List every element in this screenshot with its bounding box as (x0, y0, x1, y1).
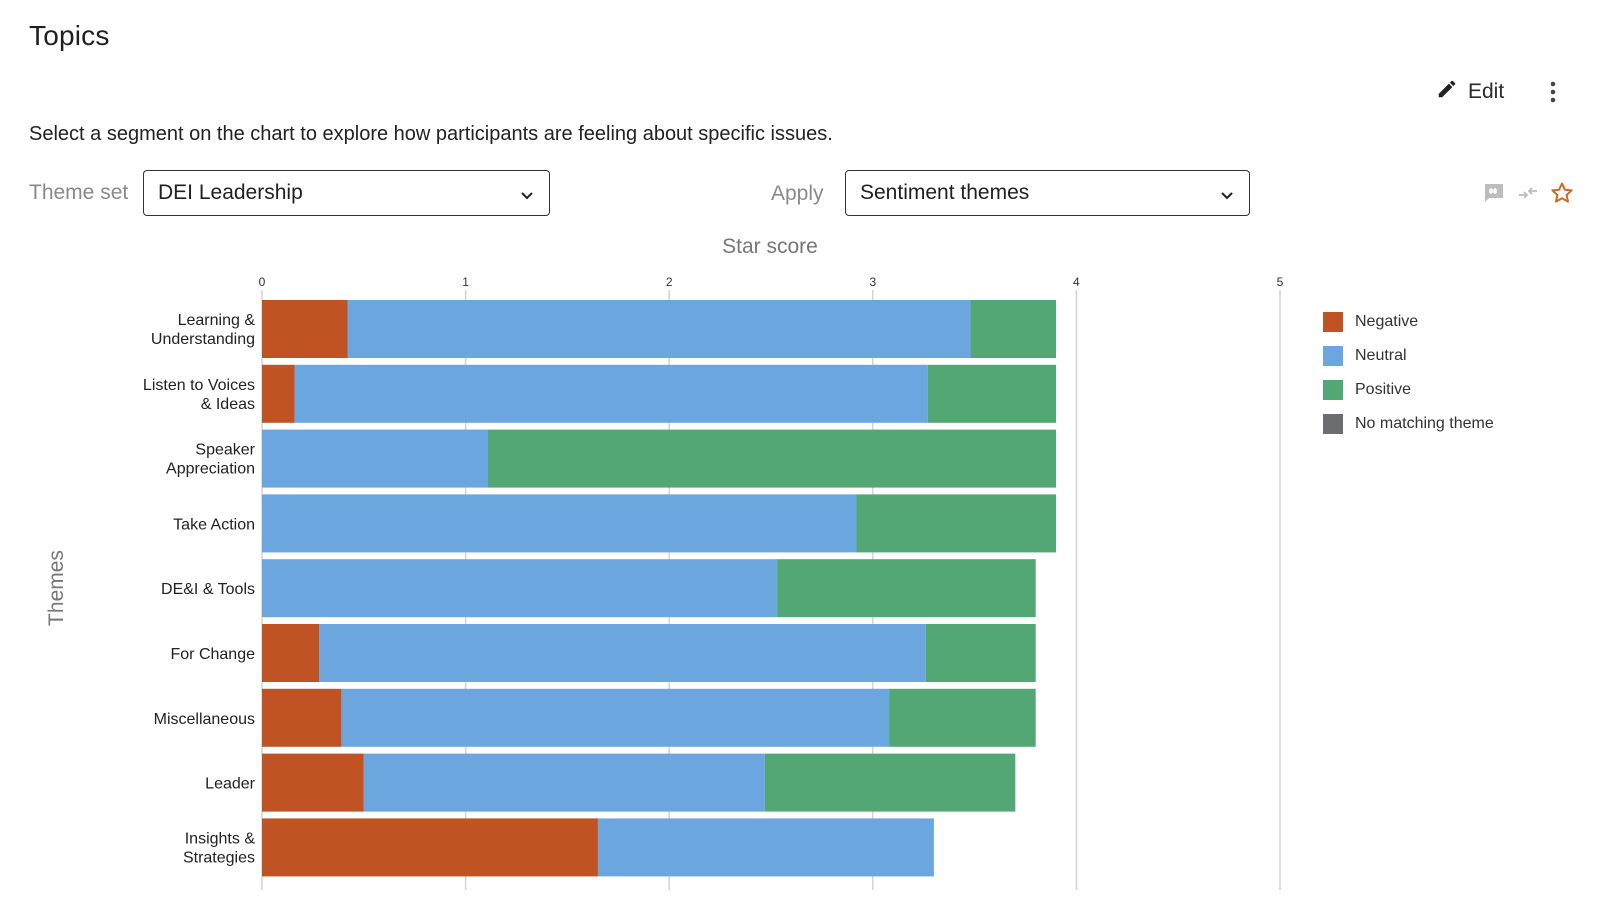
bar-segment-neutral[interactable] (597, 818, 934, 877)
bar-segment-positive[interactable] (925, 624, 1036, 682)
chart-toolbar (1482, 181, 1574, 205)
y-tick-label: Learning & Understanding (151, 312, 255, 348)
chevron-down-icon (519, 185, 535, 201)
bar-segment-negative[interactable] (262, 364, 295, 423)
bar-segment-negative[interactable] (262, 624, 320, 682)
x-tick-label: 3 (869, 275, 876, 289)
star-score-chart: Star score Themes 0 1 2 3 4 5 Learning & Understa… (0, 230, 1600, 892)
bar-segment-positive[interactable] (927, 364, 1057, 423)
bar-segment-negative[interactable] (262, 753, 364, 812)
star-outline-icon[interactable] (1550, 181, 1574, 205)
x-tick-label: 5 (1277, 275, 1284, 289)
y-tick-label: Take Action (173, 516, 255, 533)
bar-segment-neutral[interactable] (262, 429, 488, 488)
theme-set-label: Theme set (29, 181, 129, 204)
apply-label: Apply (771, 182, 824, 205)
legend-item[interactable]: Positive (1323, 373, 1494, 407)
y-tick-label: DE&I & Tools (161, 581, 255, 598)
x-tick-label: 0 (259, 275, 266, 289)
y-tick-label: Leader (205, 776, 255, 793)
bar-segment-neutral[interactable] (262, 559, 778, 618)
legend-item[interactable]: Negative (1323, 305, 1494, 339)
y-axis-label: Themes (45, 550, 68, 626)
legend-swatch (1323, 414, 1343, 434)
page-title: Topics (29, 20, 110, 51)
bar-segment-positive[interactable] (889, 688, 1036, 747)
pencil-icon (1436, 78, 1458, 106)
bar-segment-positive[interactable] (970, 300, 1057, 358)
page-subtitle: Select a segment on the chart to explore… (29, 123, 833, 145)
bar-segment-neutral[interactable] (319, 624, 926, 682)
legend-label: Positive (1355, 381, 1412, 398)
apply-select[interactable]: Sentiment themes (845, 170, 1250, 216)
bar-segment-positive[interactable] (487, 429, 1057, 488)
y-tick-label: Insights & Strategies (183, 830, 255, 866)
legend-item[interactable]: No matching theme (1323, 407, 1494, 441)
y-tick-label: Miscellaneous (154, 711, 255, 728)
chart-legend: Negative Neutral Positive No matching theme (1323, 305, 1494, 441)
bar-segment-positive[interactable] (856, 494, 1057, 553)
bar-segment-neutral[interactable] (294, 364, 928, 423)
legend-item[interactable]: Neutral (1323, 339, 1494, 373)
chart-svg: Star score Themes 0 1 2 3 4 5 Learning & Understa… (45, 235, 1284, 892)
legend-label: Negative (1355, 313, 1419, 330)
theme-set-select[interactable]: DEI Leadership (143, 170, 550, 216)
compare-arrows-icon[interactable] (1516, 181, 1540, 205)
y-tick-label: For Change (171, 646, 256, 663)
bar-segment-neutral[interactable] (363, 753, 765, 812)
bar-segment-negative[interactable] (262, 688, 342, 747)
chart-title: Star score (722, 235, 818, 258)
legend-swatch (1323, 380, 1343, 400)
x-tick-label: 1 (462, 275, 469, 289)
edit-label: Edit (1468, 80, 1505, 103)
bar-segment-neutral[interactable] (341, 688, 890, 747)
legend-label: Neutral (1355, 347, 1407, 364)
apply-value: Sentiment themes (860, 181, 1030, 204)
more-options-icon[interactable] (1541, 78, 1565, 106)
y-tick-label: Listen to Voices & Ideas (143, 377, 255, 413)
comment-tag-icon[interactable] (1482, 181, 1506, 205)
theme-set-value: DEI Leadership (158, 181, 303, 204)
bar-segment-positive[interactable] (777, 559, 1036, 618)
y-tick-label: Speaker Appreciation (166, 442, 256, 478)
edit-button[interactable]: Edit (1430, 74, 1510, 110)
legend-swatch (1323, 312, 1343, 332)
chevron-down-icon (1219, 185, 1235, 201)
legend-swatch (1323, 346, 1343, 366)
bar-segment-neutral[interactable] (262, 494, 857, 553)
legend-label: No matching theme (1355, 415, 1494, 432)
bar-segment-neutral[interactable] (347, 300, 971, 358)
bar-segment-negative[interactable] (262, 818, 598, 877)
x-tick-label: 4 (1073, 275, 1080, 289)
bar-segment-positive[interactable] (764, 753, 1016, 812)
bar-segment-negative[interactable] (262, 300, 348, 358)
x-tick-label: 2 (666, 275, 673, 289)
